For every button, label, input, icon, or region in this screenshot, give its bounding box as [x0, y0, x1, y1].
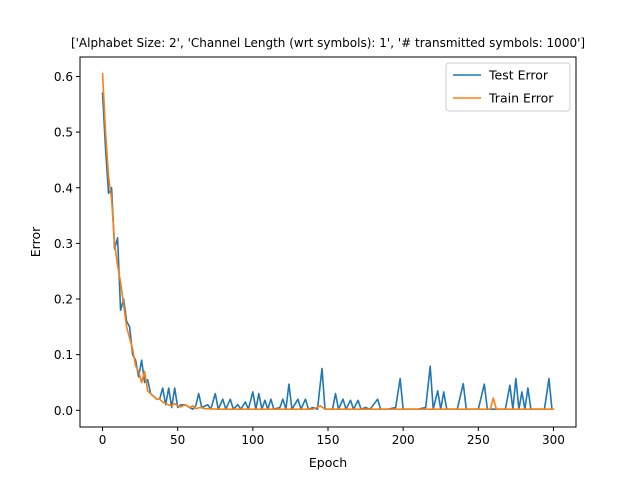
x-tick-label: 200	[392, 433, 415, 447]
x-tick-label: 300	[542, 433, 565, 447]
series-line-test-error	[101, 92, 553, 411]
x-axis-ticks: 0 50 100 150 200 250 300	[99, 427, 565, 447]
x-tick-label: 150	[317, 433, 340, 447]
y-tick-label: 0.5	[54, 126, 73, 140]
x-tick-label: 250	[467, 433, 490, 447]
series-line-train-error	[101, 72, 555, 410]
y-tick-label: 0.4	[54, 181, 73, 195]
y-tick-label: 0.0	[54, 404, 73, 418]
y-tick-label: 0.2	[54, 293, 73, 307]
legend-label-test: Test Error	[488, 68, 549, 83]
y-axis-label: Error	[28, 226, 43, 257]
x-tick-label: 50	[170, 433, 185, 447]
legend: Test Error Train Error	[445, 62, 571, 112]
x-tick-label: 100	[241, 433, 264, 447]
x-axis-label: Epoch	[309, 455, 347, 470]
chart-title: ['Alphabet Size: 2', 'Channel Length (wr…	[71, 36, 585, 50]
legend-label-train: Train Error	[488, 91, 554, 106]
y-tick-label: 0.6	[54, 70, 73, 84]
x-tick-label: 0	[99, 433, 107, 447]
plot-lines	[101, 72, 555, 411]
y-axis-ticks: 0.0 0.1 0.2 0.3 0.4 0.5 0.6	[54, 70, 80, 418]
y-tick-label: 0.3	[54, 237, 73, 251]
y-tick-label: 0.1	[54, 348, 73, 362]
